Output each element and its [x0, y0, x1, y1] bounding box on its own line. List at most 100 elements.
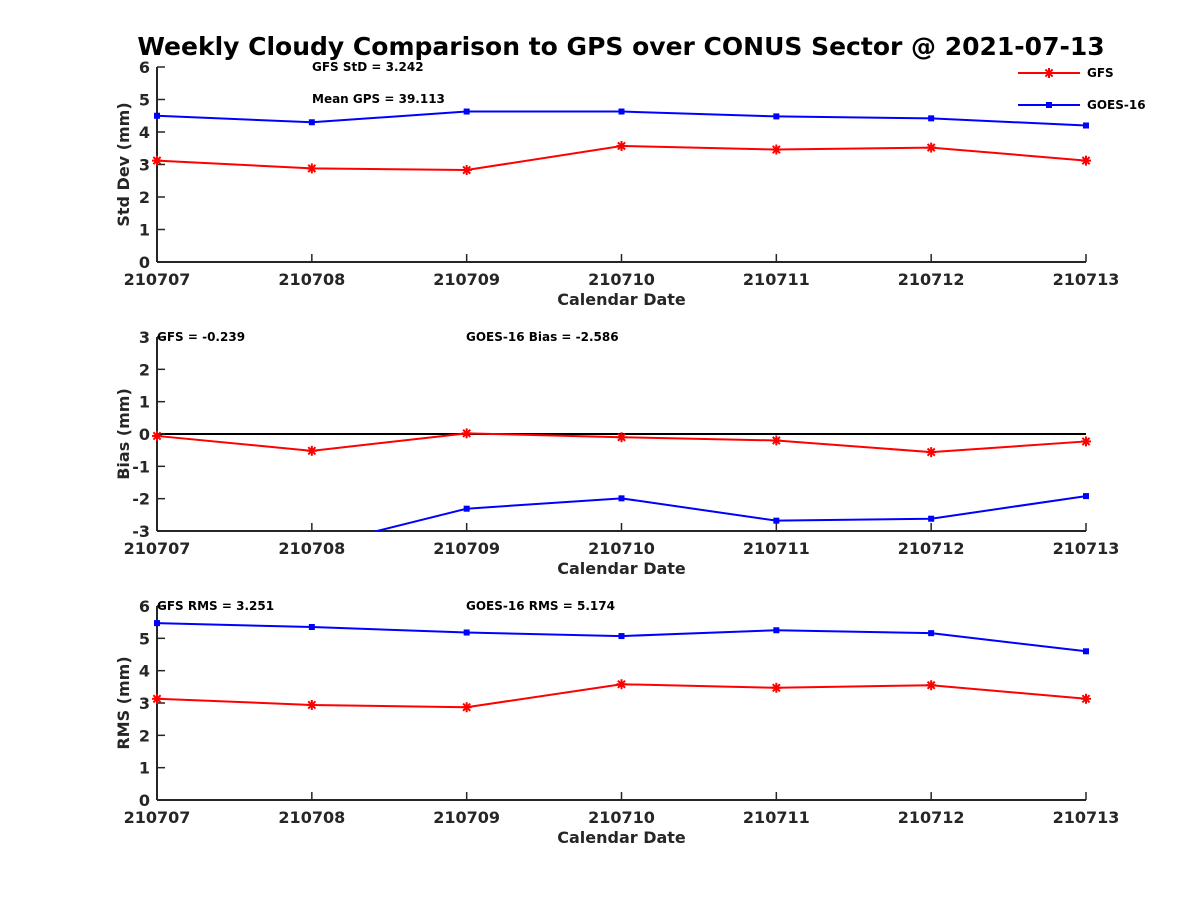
data-point-goes16 [928, 630, 935, 637]
data-point-goes16 [463, 629, 470, 636]
y-tick-label: 3 [139, 328, 150, 347]
data-point-gfs [771, 144, 782, 155]
y-tick-label: -2 [132, 490, 150, 509]
y-tick-label: 5 [139, 91, 150, 110]
x-tick-label: 210713 [1053, 270, 1120, 289]
data-point-goes16 [1083, 122, 1089, 129]
data-point-gfs [926, 142, 937, 153]
data-point-goes16 [928, 115, 935, 122]
y-tick-label: 4 [139, 662, 150, 681]
x-tick-label: 210711 [743, 808, 810, 827]
x-tick-label: 210710 [588, 808, 655, 827]
data-point-gfs [1081, 693, 1091, 704]
data-point-gfs [306, 163, 317, 174]
data-point-gfs [306, 445, 317, 456]
legend-label: GFS [1087, 66, 1114, 80]
annotation-text: GOES-16 Bias = -2.586 [466, 330, 619, 344]
data-point-goes16 [773, 627, 780, 634]
x-tick-label: 210707 [124, 270, 191, 289]
y-axis-label: RMS (mm) [114, 656, 133, 749]
legend: GFS GOES-16 [1018, 66, 1146, 112]
x-tick-label: 210712 [898, 270, 965, 289]
data-point-goes16 [618, 108, 625, 115]
y-tick-label: 3 [139, 156, 150, 175]
y-tick-label: 3 [139, 694, 150, 713]
data-point-gfs [152, 155, 162, 166]
annotation-text: GFS RMS = 3.251 [157, 599, 274, 613]
y-tick-label: 1 [139, 759, 150, 778]
data-point-goes16 [618, 495, 625, 502]
data-point-gfs [461, 428, 472, 439]
data-point-goes16 [308, 624, 315, 631]
panel-1: 0 1 2 3 4 5 6 210707 210708 210709 210710 210711 210… [114, 58, 1119, 309]
y-tick-label: -1 [132, 457, 150, 476]
y-tick-label: -3 [132, 522, 150, 541]
y-tick-label: 2 [139, 726, 150, 745]
x-tick-label: 210710 [588, 539, 655, 558]
data-point-goes16 [154, 620, 160, 627]
y-tick-label: 5 [139, 629, 150, 648]
data-point-gfs [1081, 155, 1091, 166]
x-tick-label: 210709 [433, 808, 500, 827]
annotation-text: Mean GPS = 39.113 [312, 92, 445, 106]
x-tick-label: 210712 [898, 539, 965, 558]
y-tick-label: 2 [139, 360, 150, 379]
x-tick-label: 210711 [743, 539, 810, 558]
x-tick-label: 210711 [743, 270, 810, 289]
data-point-gfs [461, 702, 472, 713]
data-point-gfs [1081, 436, 1091, 447]
data-point-gfs [926, 680, 937, 691]
x-tick-label: 210712 [898, 808, 965, 827]
data-point-goes16 [154, 112, 160, 119]
x-axis-label: Calendar Date [557, 290, 686, 309]
data-point-gfs [771, 682, 782, 693]
x-tick-label: 210713 [1053, 539, 1120, 558]
y-axis-label: Std Dev (mm) [114, 102, 133, 226]
data-point-gfs [152, 430, 162, 441]
data-point-goes16 [308, 119, 315, 126]
x-tick-label: 210710 [588, 270, 655, 289]
panel-2: -3 -2 -1 0 1 2 3 210707 210708 210709 210710 210711… [114, 328, 1119, 578]
y-axis-label: Bias (mm) [114, 388, 133, 480]
data-point-gfs [616, 432, 627, 443]
data-point-gfs [616, 679, 627, 690]
x-tick-label: 210709 [433, 539, 500, 558]
panel-3: 0 1 2 3 4 5 6 210707 210708 210709 210710 210711 210… [114, 597, 1119, 847]
y-tick-label: 2 [139, 188, 150, 207]
annotation-text: GOES-16 RMS = 5.174 [466, 599, 615, 613]
data-point-goes16 [928, 515, 935, 522]
data-point-goes16 [618, 633, 625, 640]
data-point-gfs [152, 693, 162, 704]
x-tick-label: 210708 [278, 270, 345, 289]
annotation-text: GFS = -0.239 [157, 330, 245, 344]
y-tick-label: 0 [139, 791, 150, 810]
data-point-goes16 [773, 113, 780, 120]
y-tick-label: 6 [139, 58, 150, 77]
legend-label: GOES-16 [1087, 98, 1146, 112]
x-axis-label: Calendar Date [557, 559, 686, 578]
chart-title: Weekly Cloudy Comparison to GPS over CON… [137, 32, 1104, 61]
data-point-goes16 [154, 560, 160, 566]
data-point-gfs [771, 435, 782, 446]
y-tick-label: 1 [139, 221, 150, 240]
data-point-goes16 [1083, 648, 1089, 655]
data-point-gfs [616, 140, 627, 151]
data-point-goes16 [1083, 493, 1089, 500]
x-tick-label: 210707 [124, 539, 191, 558]
y-tick-label: 4 [139, 123, 150, 142]
legend-marker-square [1046, 102, 1052, 108]
y-tick-label: 6 [139, 597, 150, 616]
data-point-gfs [461, 165, 472, 176]
data-point-goes16 [463, 108, 470, 115]
y-tick-label: 0 [139, 253, 150, 272]
x-tick-label: 210709 [433, 270, 500, 289]
y-tick-label: 1 [139, 393, 150, 412]
data-point-goes16 [463, 505, 470, 512]
data-point-gfs [306, 699, 317, 710]
annotation-text: GFS StD = 3.242 [312, 60, 424, 74]
x-axis-label: Calendar Date [557, 828, 686, 847]
x-tick-label: 210708 [278, 539, 345, 558]
data-point-goes16 [773, 517, 780, 524]
x-tick-label: 210713 [1053, 808, 1120, 827]
